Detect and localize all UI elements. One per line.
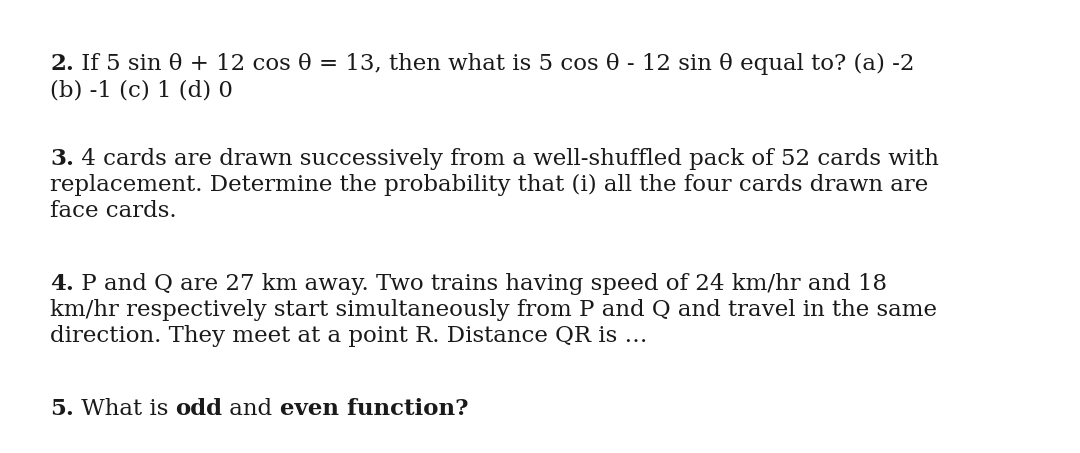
Text: 3.: 3. [50,148,75,170]
Text: What is: What is [73,398,175,420]
Text: If 5 sin θ + 12 cos θ = 13, then what is 5 cos θ - 12 sin θ equal to? (a) -2: If 5 sin θ + 12 cos θ = 13, then what is… [73,53,915,75]
Text: 4 cards are drawn successively from a well-shuffled pack of 52 cards with: 4 cards are drawn successively from a we… [75,148,939,170]
Text: km/hr respectively start simultaneously from P and Q and travel in the same: km/hr respectively start simultaneously … [50,299,937,321]
Text: 4.: 4. [50,273,73,295]
Text: 2.: 2. [50,53,73,75]
Text: P and Q are 27 km away. Two trains having speed of 24 km/hr and 18: P and Q are 27 km away. Two trains havin… [73,273,887,295]
Text: direction. They meet at a point R. Distance QR is …: direction. They meet at a point R. Dista… [50,325,648,347]
Text: face cards.: face cards. [50,200,177,222]
Text: (b) -1 (c) 1 (d) 0: (b) -1 (c) 1 (d) 0 [50,79,233,101]
Text: and: and [222,398,280,420]
Text: 5.: 5. [50,398,73,420]
Text: even function?: even function? [280,398,469,420]
Text: odd: odd [175,398,222,420]
Text: replacement. Determine the probability that (i) all the four cards drawn are: replacement. Determine the probability t… [50,174,928,196]
